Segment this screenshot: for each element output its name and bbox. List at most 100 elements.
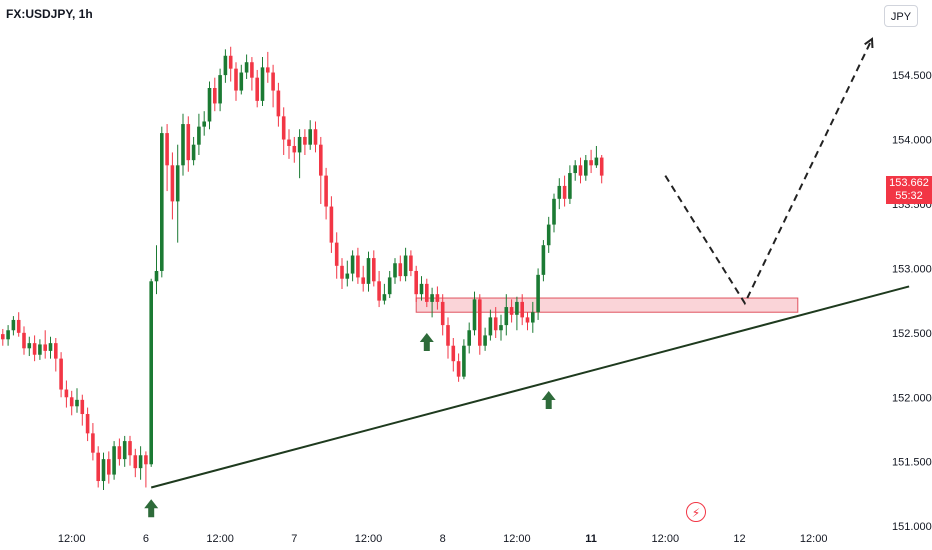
y-tick-label: 154.500: [892, 70, 932, 82]
candle-body: [281, 116, 286, 140]
trendline: [150, 285, 910, 489]
candle-body: [271, 72, 275, 91]
candle-body: [128, 441, 132, 456]
candle-body: [440, 301, 445, 326]
candle-body: [160, 133, 164, 271]
candle-body: [387, 277, 392, 295]
candle-body: [573, 165, 577, 174]
candle-body: [43, 344, 47, 351]
candle-body: [504, 307, 509, 326]
bar-countdown: 55:32: [895, 190, 923, 202]
candle-body: [361, 277, 365, 284]
candle-body: [419, 283, 424, 295]
candle-body: [515, 301, 519, 315]
x-tick-label: 6: [143, 533, 149, 545]
last-price-value: 153.662: [889, 177, 929, 189]
candle-body: [59, 358, 63, 390]
candle-body: [16, 319, 21, 333]
x-tick-label: 12:00: [652, 533, 680, 545]
lightning-logo-icon[interactable]: ⚡: [686, 502, 706, 522]
x-tick-label: 12:00: [800, 533, 828, 545]
candle-body: [27, 343, 32, 349]
candle-body: [91, 433, 95, 453]
candle-body: [154, 270, 159, 282]
last-price-badge: 153.662 55:32: [886, 176, 932, 204]
candle-body: [425, 283, 429, 302]
up-arrow-icon: [541, 390, 556, 409]
candle-body: [329, 206, 334, 243]
y-tick-label: 154.000: [892, 135, 932, 147]
candle-body: [525, 317, 530, 323]
candle-body: [138, 455, 143, 469]
candle-body: [319, 144, 323, 176]
candle-body: [334, 242, 339, 266]
x-tick-label: 8: [440, 533, 446, 545]
candle-body: [303, 136, 307, 145]
currency-button[interactable]: JPY: [884, 5, 918, 27]
candle-body: [175, 165, 180, 202]
candle-body: [356, 255, 360, 278]
candle-body: [435, 294, 440, 302]
candle-body: [446, 325, 450, 346]
candle-body: [107, 459, 111, 475]
candle-body: [478, 299, 482, 346]
candle-body: [393, 263, 397, 278]
x-tick-label: 12:00: [206, 533, 234, 545]
candle-body: [54, 343, 58, 359]
candle-body: [64, 389, 69, 398]
projection-arrowhead: [864, 37, 874, 49]
candle-body: [546, 224, 551, 246]
x-tick-label: 12:00: [58, 533, 86, 545]
candle-body: [266, 67, 270, 73]
candle-body: [96, 452, 100, 482]
symbol-label[interactable]: FX:USDJPY, 1h: [6, 7, 93, 21]
y-tick-label: 152.500: [892, 328, 932, 340]
y-tick-label: 152.000: [892, 392, 932, 404]
candle-body: [499, 325, 503, 331]
candle-body: [430, 294, 434, 302]
candle-body: [101, 459, 106, 482]
candle-body: [340, 265, 344, 279]
candle-body: [22, 332, 26, 349]
candle-body: [488, 317, 493, 336]
candle-body: [170, 165, 175, 202]
candle-body: [594, 157, 599, 166]
projection-path: [664, 38, 873, 306]
candle-body: [85, 414, 90, 434]
candle-body: [197, 126, 201, 145]
candle-body: [239, 72, 244, 91]
candle-body: [297, 136, 302, 153]
candle-body: [117, 446, 122, 460]
candle-body: [48, 343, 53, 351]
candle-body: [562, 185, 567, 199]
candle-body: [292, 145, 297, 153]
candle-body: [366, 258, 371, 284]
candle-body: [122, 441, 127, 460]
candle-body: [414, 270, 418, 295]
candle-body: [520, 301, 524, 318]
up-arrow-icon: [419, 332, 434, 351]
candle-body: [0, 334, 5, 340]
x-tick-label: 12:00: [355, 533, 383, 545]
candle-body: [372, 258, 376, 282]
up-arrow-icon: [144, 499, 159, 518]
candle-body: [181, 124, 185, 166]
candle-body: [467, 330, 471, 346]
candle-body: [223, 55, 228, 76]
candle-body: [260, 67, 265, 101]
candle-body: [589, 160, 593, 166]
candle-body: [133, 455, 138, 469]
candle-body: [557, 185, 562, 199]
candle-body: [456, 361, 461, 377]
candle-body: [403, 255, 408, 277]
candle-body: [165, 133, 169, 166]
candle-body: [69, 397, 74, 407]
x-tick-label: 12: [733, 533, 745, 545]
candle-body: [218, 75, 222, 104]
x-tick-label: 11: [585, 533, 597, 545]
candle-body: [144, 455, 148, 465]
candle-body: [462, 345, 466, 377]
candle-body: [75, 399, 79, 407]
